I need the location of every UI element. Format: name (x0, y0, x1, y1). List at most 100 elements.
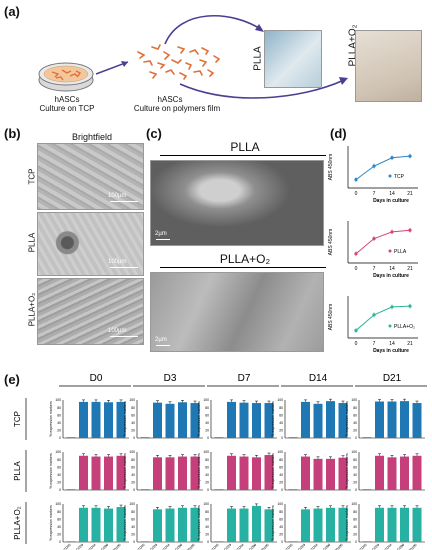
y-tick-label: 0 (133, 436, 135, 440)
bar (239, 402, 249, 438)
bar (91, 456, 101, 490)
x-tick-label: 7 (373, 341, 376, 347)
y-axis-label: % expression markers (197, 505, 201, 541)
bar (91, 401, 101, 438)
x-tick-label: 14 (389, 266, 395, 272)
x-axis-label: Days in culture (373, 348, 409, 354)
x-tick-label: CD44 (236, 543, 245, 550)
panel-b-letter: (b) (4, 126, 21, 141)
y-axis-label: ABS 450nm (328, 154, 334, 181)
y-tick-label: 100 (277, 398, 283, 402)
x-tick-label: CD44 (88, 543, 97, 550)
y-tick-label: 60 (57, 517, 61, 521)
bar (387, 507, 397, 542)
bar (412, 507, 422, 542)
y-tick-label: 60 (353, 465, 357, 469)
x-tick-label: CD90 (396, 543, 405, 550)
y-axis-label: % expression markers (271, 453, 275, 489)
bar (153, 457, 162, 490)
y-tick-label: 100 (203, 502, 209, 506)
day-header: D21 (383, 373, 402, 384)
x-tick-label: CD45 (137, 543, 146, 550)
row-label-plla: PLLA (27, 232, 37, 253)
y-tick-label: 40 (131, 421, 135, 425)
y-tick-label: 40 (131, 473, 135, 477)
y-axis-label: % expression markers (345, 401, 349, 437)
bar (79, 401, 88, 438)
y-axis-label: % expression markers (123, 453, 127, 489)
bar (66, 541, 76, 542)
y-tick-label: 60 (205, 465, 209, 469)
bar (227, 508, 236, 542)
dish-label-1: hASCs (54, 95, 80, 104)
x-tick-label: CD44 (310, 543, 319, 550)
bar (412, 455, 422, 490)
y-axis-label: % expression markers (123, 505, 127, 541)
arrow-icon (95, 61, 129, 75)
legend-marker (388, 324, 392, 328)
day-header: D0 (90, 373, 103, 384)
bar (252, 505, 261, 542)
brightfield-image-plla: 100µm (37, 212, 144, 276)
y-tick-label: 100 (55, 398, 61, 402)
x-tick-label: 14 (389, 191, 395, 197)
y-tick-label: 0 (207, 488, 209, 492)
y-tick-label: 40 (279, 473, 283, 477)
brightfield-image-pllao2: 100µm (37, 278, 144, 345)
bar (165, 508, 175, 542)
film1-image (264, 30, 322, 88)
bar (178, 402, 187, 438)
bar (375, 455, 384, 490)
y-tick-label: 80 (353, 458, 357, 462)
x-tick-label: 7 (373, 191, 376, 197)
x-tick-label: CD90 (248, 543, 257, 550)
series-line (355, 229, 411, 255)
x-tick-label: 21 (407, 266, 413, 272)
y-tick-label: 100 (129, 450, 135, 454)
bar (252, 457, 261, 490)
y-tick-label: 0 (355, 436, 357, 440)
x-tick-label: CD105 (407, 543, 417, 550)
y-tick-label: 40 (353, 421, 357, 425)
y-tick-label: 100 (277, 502, 283, 506)
series-line (355, 155, 411, 181)
x-tick-label: CD29 (297, 543, 306, 550)
x-tick-label: CD45 (63, 543, 72, 550)
bar (313, 508, 323, 542)
y-tick-label: 20 (131, 429, 135, 433)
bar (288, 437, 298, 438)
y-tick-label: 20 (57, 533, 61, 537)
bar (239, 508, 249, 542)
y-tick-label: 80 (131, 458, 135, 462)
x-tick-label: CD105 (111, 543, 121, 550)
x-tick-label: CD44 (384, 543, 393, 550)
day-header: D7 (238, 373, 251, 384)
legend-label: PLLA+O₂ (394, 324, 415, 330)
y-tick-label: 40 (353, 525, 357, 529)
y-tick-label: 0 (207, 436, 209, 440)
bar (362, 489, 372, 490)
y-tick-label: 60 (57, 413, 61, 417)
bar (338, 507, 348, 542)
y-tick-label: 20 (279, 481, 283, 485)
dish-label-2: Culture on TCP (39, 104, 95, 113)
sem-image-pllao2: 2µm (150, 272, 324, 352)
title-line (160, 155, 326, 156)
x-tick-label: CD29 (371, 543, 380, 550)
bar (362, 541, 372, 542)
row-label: PLLA+O₂ (13, 506, 22, 540)
bar (104, 402, 113, 438)
sem-title-plla: PLLA (230, 140, 260, 154)
cells-label-2: Culture on polymers film (133, 104, 221, 113)
x-tick-label: CD44 (162, 543, 171, 550)
x-axis-label: Days in culture (373, 273, 409, 279)
y-tick-label: 80 (57, 406, 61, 410)
y-tick-label: 40 (353, 473, 357, 477)
y-tick-label: 60 (279, 413, 283, 417)
row-label-pllao2: PLLA+O₂ (27, 292, 37, 327)
